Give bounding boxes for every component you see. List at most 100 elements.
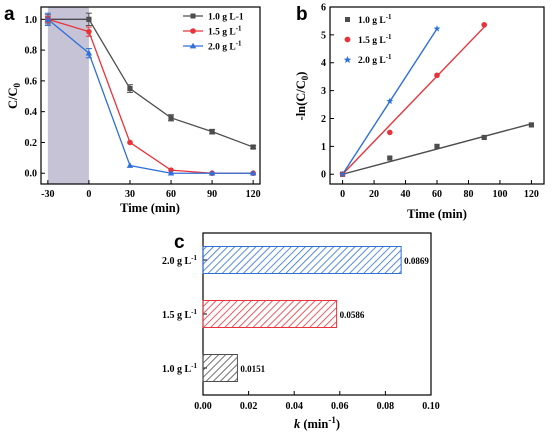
panel-a-y-tick-labels: 0.0 0.2 0.4 0.6 0.8 1.0 bbox=[25, 15, 38, 180]
b-y-tick: 4 bbox=[321, 58, 326, 69]
bar-1-0-g bbox=[202, 354, 238, 382]
b-y-axis-title: -ln(C/C0) bbox=[294, 72, 310, 121]
a-y-tick: 0.6 bbox=[25, 76, 38, 87]
c-x-tick: 0.08 bbox=[377, 401, 395, 412]
legend-star-marker bbox=[343, 56, 352, 63]
b-fit-line-1 bbox=[342, 26, 485, 175]
bar-1-5-g bbox=[202, 300, 338, 328]
b-y-tick: 5 bbox=[321, 30, 326, 41]
panel-b-axis-ticks bbox=[330, 6, 532, 184]
panel-a-legend: 1.0 g L-1 1.5 g L-1 2.0 g L-1 bbox=[183, 13, 244, 53]
category-label: 1.5 g L-1 bbox=[162, 308, 198, 321]
a-y-tick: 1.0 bbox=[25, 15, 38, 26]
a-data-point bbox=[86, 16, 92, 22]
b-x-tick: 120 bbox=[524, 189, 539, 200]
a-data-point bbox=[168, 115, 174, 121]
legend-square-marker bbox=[190, 13, 196, 19]
a-data-point bbox=[44, 16, 52, 22]
b-fit-line-0 bbox=[342, 123, 532, 175]
a-y-axis-title: C/C0 bbox=[6, 82, 22, 109]
panel-b-x-tick-labels: 0 20 40 60 80 100 120 bbox=[340, 189, 539, 200]
panel-a-x-tick-labels: -30 0 30 60 90 120 bbox=[41, 189, 260, 200]
b-data-point bbox=[434, 72, 440, 79]
a-data-point bbox=[209, 129, 215, 135]
a-y-tick: 0.8 bbox=[25, 46, 38, 57]
category-label: 1.0 g L-1 bbox=[162, 362, 198, 375]
b-data-point bbox=[339, 170, 347, 178]
a-legend-1: 1.0 g L-1 bbox=[208, 13, 244, 23]
a-data-point bbox=[250, 144, 256, 150]
b-legend-2: 1.5 g L-1 bbox=[358, 33, 392, 46]
panel-a-frame bbox=[40, 6, 261, 185]
b-x-tick: 20 bbox=[369, 189, 379, 200]
c-x-axis-title: k (min-1) bbox=[294, 415, 340, 431]
b-x-axis-title: Time (min) bbox=[407, 207, 467, 221]
a-data-point bbox=[167, 169, 175, 176]
a-data-point bbox=[126, 162, 134, 168]
panel-b-legend: 1.0 g L-1 1.5 g L-1 2.0 g L-1 bbox=[343, 13, 392, 66]
c-x-tick: 0.02 bbox=[240, 401, 258, 412]
b-x-tick: 60 bbox=[432, 189, 442, 200]
a-x-tick: 0 bbox=[86, 189, 91, 200]
panel-b-series bbox=[339, 22, 535, 178]
panel-c: c 0.00 0.02 0.04 0.06 0.08 0.10 0.0869 0… bbox=[162, 232, 440, 431]
b-data-point bbox=[481, 134, 487, 141]
panel-c-bars bbox=[202, 246, 402, 382]
legend-square-marker bbox=[345, 17, 350, 22]
panel-a-axis-ticks bbox=[41, 18, 254, 184]
category-label: 2.0 g L-1 bbox=[162, 254, 198, 267]
bar-value-label: 0.0586 bbox=[340, 310, 365, 320]
panel-b-letter: b bbox=[296, 4, 308, 25]
a-y-tick: 0.4 bbox=[25, 107, 38, 118]
a-legend-2: 1.5 g L-1 bbox=[208, 25, 242, 38]
a-series-line-0 bbox=[47, 18, 254, 148]
b-y-tick: 2 bbox=[321, 114, 326, 125]
adsorption-shaded-region bbox=[47, 7, 89, 184]
b-data-point bbox=[481, 22, 488, 28]
b-data-point bbox=[386, 97, 394, 105]
panel-b: b 0 20 40 60 80 100 120 0 1 2 3 4 5 6 Ti… bbox=[294, 3, 545, 221]
panel-b-y-tick-labels: 0 1 2 3 4 5 6 bbox=[321, 3, 326, 181]
panel-c-category-labels: 2.0 g L-1 1.5 g L-1 1.0 g L-1 bbox=[162, 254, 198, 375]
panel-c-letter: c bbox=[174, 232, 185, 253]
c-x-tick: 0.06 bbox=[331, 401, 349, 412]
b-x-tick: 80 bbox=[463, 189, 473, 200]
b-y-tick: 1 bbox=[321, 142, 326, 153]
b-x-tick: 100 bbox=[492, 189, 507, 200]
legend-circle-marker bbox=[344, 36, 351, 43]
b-x-tick: 0 bbox=[340, 189, 345, 200]
panel-a-series bbox=[44, 12, 257, 177]
bar-value-label: 0.0151 bbox=[240, 364, 265, 374]
a-data-point bbox=[249, 169, 257, 176]
a-x-tick: 120 bbox=[246, 189, 261, 200]
panel-c-value-labels: 0.0869 0.0586 0.0151 bbox=[240, 256, 429, 374]
a-x-tick: 60 bbox=[166, 189, 176, 200]
c-x-tick: 0.10 bbox=[422, 401, 440, 412]
b-legend-1: 1.0 g L-1 bbox=[358, 13, 392, 26]
panel-a-letter: a bbox=[4, 4, 15, 25]
bar-value-label: 0.0869 bbox=[404, 256, 429, 266]
b-data-point bbox=[434, 143, 440, 149]
b-y-tick: 3 bbox=[321, 86, 326, 97]
b-y-tick: 6 bbox=[321, 3, 326, 14]
a-data-point bbox=[85, 49, 93, 56]
b-legend-3: 2.0 g L-1 bbox=[358, 53, 392, 66]
a-x-axis-title: Time (min) bbox=[120, 201, 180, 215]
a-x-tick: 30 bbox=[125, 189, 135, 200]
c-x-tick: 0.04 bbox=[285, 401, 303, 412]
a-data-point bbox=[208, 169, 216, 176]
a-data-point bbox=[127, 139, 133, 146]
panel-a: a -30 0 30 60 90 120 0.0 0.2 0.4 0.6 0.8… bbox=[4, 4, 261, 215]
b-data-point bbox=[433, 25, 441, 32]
b-y-tick: 0 bbox=[321, 170, 326, 181]
a-x-tick: 90 bbox=[207, 189, 217, 200]
b-x-tick: 40 bbox=[401, 189, 411, 200]
a-x-tick: -30 bbox=[41, 189, 54, 200]
b-data-point bbox=[528, 122, 535, 128]
legend-circle-marker bbox=[190, 28, 196, 34]
a-series-line-2 bbox=[47, 18, 254, 174]
c-x-tick: 0.00 bbox=[194, 401, 212, 412]
bar-2-0-g bbox=[202, 246, 402, 274]
b-data-point bbox=[387, 155, 393, 161]
